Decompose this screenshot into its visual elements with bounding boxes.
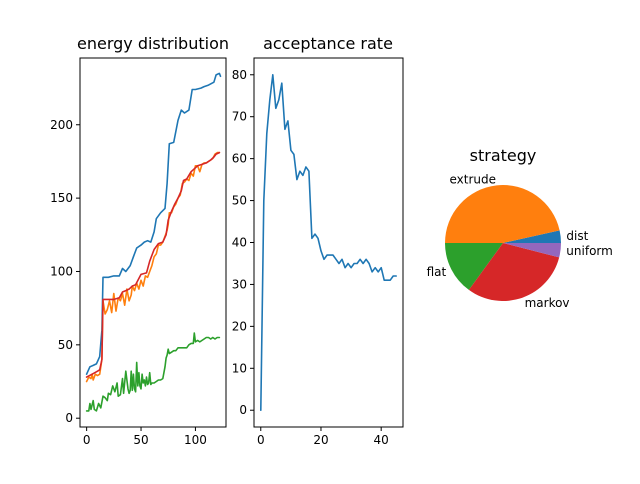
acceptance-y-tick-label: 50 bbox=[232, 194, 247, 208]
acceptance-x-tick-label: 40 bbox=[374, 433, 389, 447]
pie-label-dist: dist bbox=[566, 229, 588, 243]
acceptance-x-tick-label: 20 bbox=[313, 433, 328, 447]
energy-x-tick-label: 50 bbox=[133, 433, 148, 447]
pie-label-extrude: extrude bbox=[449, 173, 496, 187]
pie-label-markov: markov bbox=[525, 296, 570, 310]
energy-distribution-chart: energy distribution 0 50 100 0 50 100 150 200 bbox=[50, 34, 229, 447]
energy-series-line-3 bbox=[85, 151, 221, 378]
energy-y-tick-label: 0 bbox=[65, 411, 73, 425]
pie-label-uniform: uniform bbox=[566, 244, 613, 258]
acceptance-y-tick-label: 10 bbox=[232, 361, 247, 375]
acceptance-series-group bbox=[260, 74, 397, 411]
energy-series-line-4 bbox=[85, 332, 221, 412]
pie-slice-markov bbox=[468, 243, 560, 301]
acceptance-y-tick-label: 60 bbox=[232, 152, 247, 166]
acceptance-x-tick-label: 0 bbox=[257, 433, 265, 447]
energy-plot-frame bbox=[79, 57, 227, 428]
acceptance-y-tick-label: 40 bbox=[232, 236, 247, 250]
acceptance-rate-chart: acceptance rate 0 20 40 0 10 20 30 40 50 60 70 80 bbox=[232, 34, 404, 447]
acceptance-y-tick-label: 30 bbox=[232, 277, 247, 291]
acceptance-y-tick-label: 0 bbox=[239, 403, 247, 417]
acceptance-y-tick-label: 70 bbox=[232, 110, 247, 124]
acceptance-y-tick-label: 20 bbox=[232, 319, 247, 333]
strategy-pie-chart: strategy dist extrude flat markov uniform bbox=[427, 146, 613, 310]
energy-chart-title: energy distribution bbox=[77, 34, 229, 53]
acceptance-y-tick-label: 80 bbox=[232, 68, 247, 82]
pie-slice-uniform bbox=[503, 243, 561, 258]
energy-series-line-1 bbox=[85, 72, 222, 375]
acceptance-series-line-1 bbox=[260, 74, 397, 411]
pie-slice-extrude bbox=[445, 185, 560, 243]
pie-slice-dist bbox=[503, 230, 561, 243]
energy-y-tick-label: 150 bbox=[50, 191, 73, 205]
strategy-chart-title: strategy bbox=[470, 146, 537, 165]
acceptance-chart-title: acceptance rate bbox=[263, 34, 393, 53]
energy-y-tick-label: 200 bbox=[50, 118, 73, 132]
energy-series-group bbox=[85, 72, 222, 412]
pie-slice-flat bbox=[445, 243, 503, 290]
energy-x-tick-label: 0 bbox=[83, 433, 91, 447]
strategy-labels-group: dist extrude flat markov uniform bbox=[427, 173, 613, 310]
energy-axis-ticks: 0 50 100 0 50 100 150 200 bbox=[50, 118, 207, 447]
energy-y-tick-label: 50 bbox=[58, 338, 73, 352]
strategy-slices-group bbox=[445, 185, 561, 301]
energy-series-line-2 bbox=[85, 151, 221, 383]
pie-label-flat: flat bbox=[427, 265, 447, 279]
energy-y-tick-label: 100 bbox=[50, 264, 73, 278]
acceptance-axis-ticks: 0 20 40 0 10 20 30 40 50 60 70 80 bbox=[232, 68, 389, 447]
energy-x-tick-label: 100 bbox=[184, 433, 207, 447]
